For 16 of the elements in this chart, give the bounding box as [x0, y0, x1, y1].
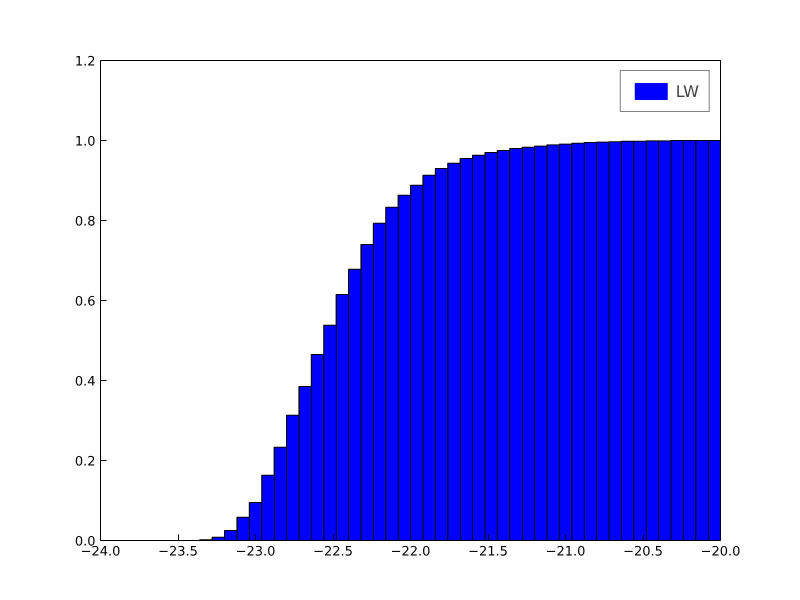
y-tick-label: 0.4: [74, 374, 96, 390]
legend-label: LW: [676, 82, 699, 100]
x-tick-label: −20.0: [700, 544, 740, 560]
x-tick-label: −21.0: [546, 544, 586, 560]
x-tick-label: −22.0: [390, 544, 430, 560]
x-tick-label: −24.0: [80, 544, 120, 560]
x-tick-label: −23.0: [236, 544, 276, 560]
y-tick-label: 0.8: [74, 214, 96, 230]
y-tick-label: 0.2: [74, 454, 96, 470]
x-tick-label: −21.5: [468, 544, 508, 560]
x-tick-label: −22.5: [313, 544, 353, 560]
y-tick-label: 0.6: [74, 294, 96, 310]
y-tick-label: 1.2: [74, 54, 96, 70]
x-tick-label: −23.5: [158, 544, 198, 560]
x-tick-label: −20.5: [623, 544, 663, 560]
y-tick-label: 1.0: [74, 134, 96, 150]
